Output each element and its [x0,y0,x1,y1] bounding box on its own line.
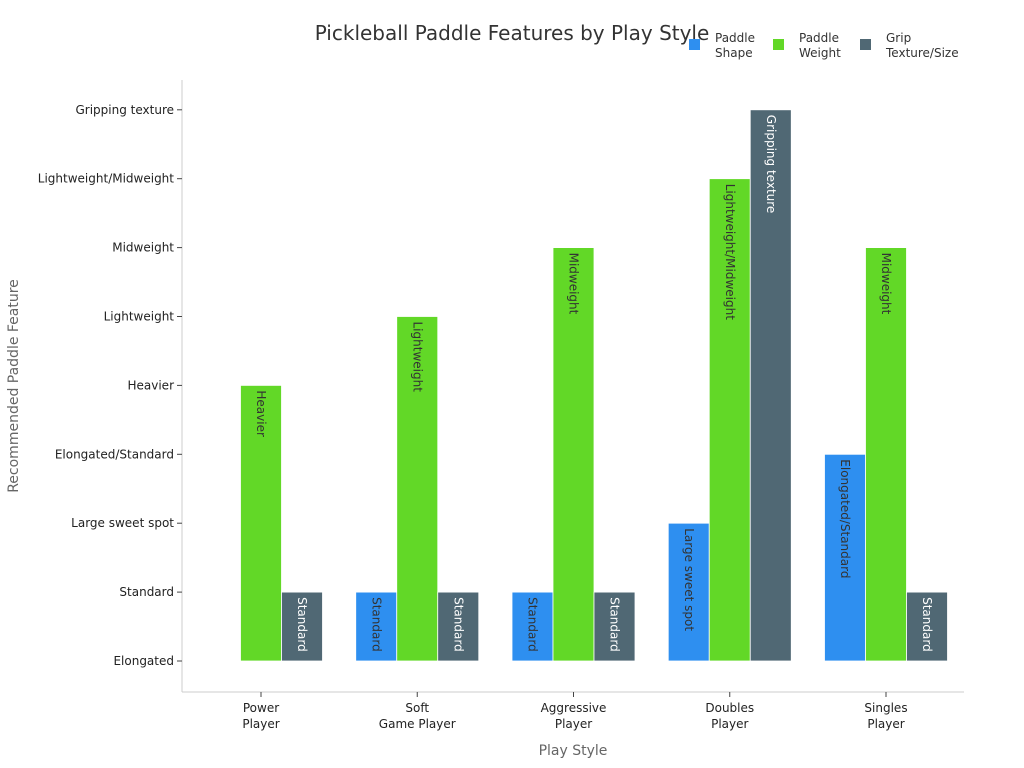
bar-value-label: Midweight [879,253,893,315]
bar [708,178,751,662]
bar [240,384,282,662]
y-tick-label: Elongated/Standard [55,447,174,461]
bar [824,453,866,662]
legend-label: Paddle Shape [715,31,755,60]
x-axis-label: Play Style [539,743,608,759]
bar [355,591,398,662]
bar-value-label: Standard [920,597,934,652]
bar-value-label: Standard [369,597,383,652]
legend-label: Paddle Weight [799,31,841,60]
bar [865,247,907,662]
bar-value-label: Gripping texture [764,115,778,214]
x-tick-label: Aggressive Player [541,701,607,731]
bar-value-label: Large sweet spot [682,528,696,631]
chart-title: Pickleball Paddle Features by Play Style [315,21,710,45]
bar-value-label: Midweight [567,253,581,315]
bar [667,522,710,662]
bar [281,591,323,662]
x-tick-label: Power Player [242,701,279,731]
x-axis-ticks: Power Player Soft Game Player Aggressive Play… [242,692,908,731]
bar [906,591,948,662]
y-tick-label: Midweight [112,241,174,255]
y-tick-label: Standard [119,585,174,599]
bar [437,591,480,662]
bar-value-label: Standard [526,597,540,652]
y-axis-label: Recommended Paddle Feature [6,279,22,493]
y-tick-label: Elongated [113,654,174,668]
legend-label: Grip Texture/Size [885,31,959,60]
bar-value-label: Standard [608,597,622,652]
bar [749,109,792,662]
legend-swatch [773,39,784,50]
bar-value-label: Standard [451,597,465,652]
bar [552,247,595,662]
bar [511,591,554,662]
bar-value-label: Heavier [254,390,268,437]
bars-group: Standard Standard Large sweet spot Elongate… [240,109,948,662]
bar-value-label: Standard [295,597,309,652]
bar-value-label: Lightweight/Midweight [723,184,737,321]
y-tick-label: Lightweight [104,310,175,324]
x-tick-label: Doubles Player [705,701,754,731]
y-tick-label: Large sweet spot [71,516,174,530]
x-tick-label: Soft Game Player [379,701,456,731]
y-tick-label: Heavier [127,378,174,392]
bar-value-label: Lightweight [410,322,424,393]
legend-swatch [689,39,700,50]
y-tick-label: Gripping texture [75,103,174,117]
legend-swatch [860,39,871,50]
bar [593,591,636,662]
y-tick-label: Lightweight/Midweight [38,172,175,186]
y-axis-ticks: Elongated Standard Large sweet spot Elongat… [38,103,182,668]
bar [396,316,439,662]
bar-value-label: Elongated/Standard [838,459,852,578]
legend: Paddle Shape Paddle Weight Grip Texture/Size [689,31,959,60]
x-tick-label: Singles Player [864,701,907,731]
